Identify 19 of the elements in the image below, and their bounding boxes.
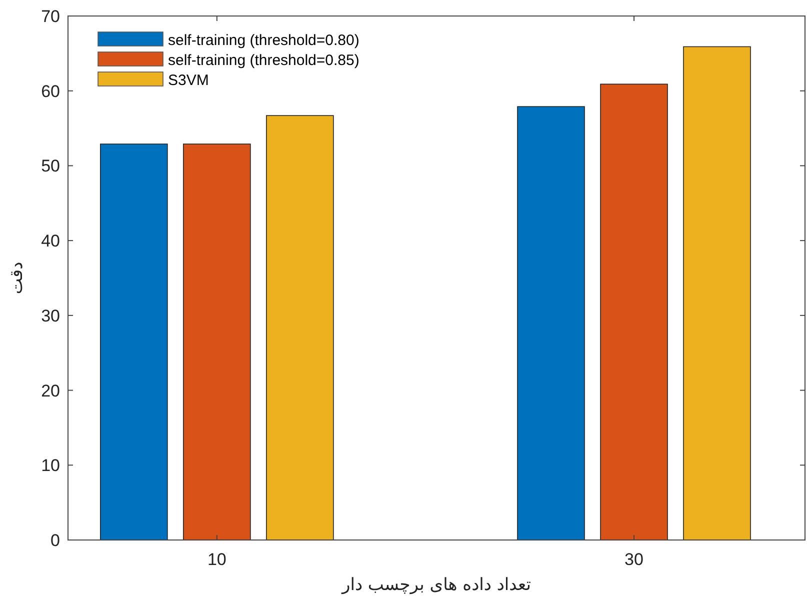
bar — [683, 46, 751, 540]
bar — [600, 84, 668, 540]
y-tick-label: 40 — [41, 232, 60, 251]
y-tick-label: 30 — [41, 306, 60, 326]
legend-label: self-training (threshold=0.80) — [168, 32, 360, 49]
bar — [517, 106, 585, 540]
y-tick-label: 0 — [50, 531, 60, 550]
y-tick-label: 10 — [41, 456, 60, 476]
y-tick-label: 60 — [41, 82, 60, 101]
bar — [266, 115, 334, 540]
y-axis-title: دقت — [7, 262, 27, 294]
legend-label: S3VM — [168, 72, 209, 89]
bar — [183, 144, 251, 540]
y-tick-label: 50 — [41, 156, 60, 176]
legend-label: self-training (threshold=0.85) — [168, 52, 360, 69]
y-tick-label: 20 — [41, 381, 60, 400]
y-tick-label: 70 — [41, 7, 60, 26]
x-axis-title: تعداد داده های برچسب دار — [341, 575, 532, 595]
bar — [100, 144, 168, 540]
